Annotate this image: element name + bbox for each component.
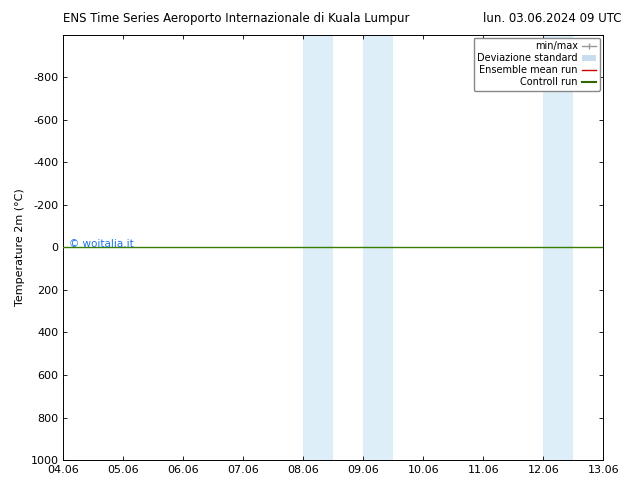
Y-axis label: Temperature 2m (°C): Temperature 2m (°C) bbox=[15, 189, 25, 306]
Legend: min/max, Deviazione standard, Ensemble mean run, Controll run: min/max, Deviazione standard, Ensemble m… bbox=[474, 38, 600, 91]
Bar bbox=[363, 35, 393, 460]
Bar bbox=[603, 35, 633, 460]
Text: ENS Time Series Aeroporto Internazionale di Kuala Lumpur: ENS Time Series Aeroporto Internazionale… bbox=[63, 12, 410, 25]
Bar bbox=[543, 35, 573, 460]
Text: lun. 03.06.2024 09 UTC: lun. 03.06.2024 09 UTC bbox=[483, 12, 621, 25]
Bar bbox=[303, 35, 333, 460]
Text: © woitalia.it: © woitalia.it bbox=[69, 239, 134, 249]
